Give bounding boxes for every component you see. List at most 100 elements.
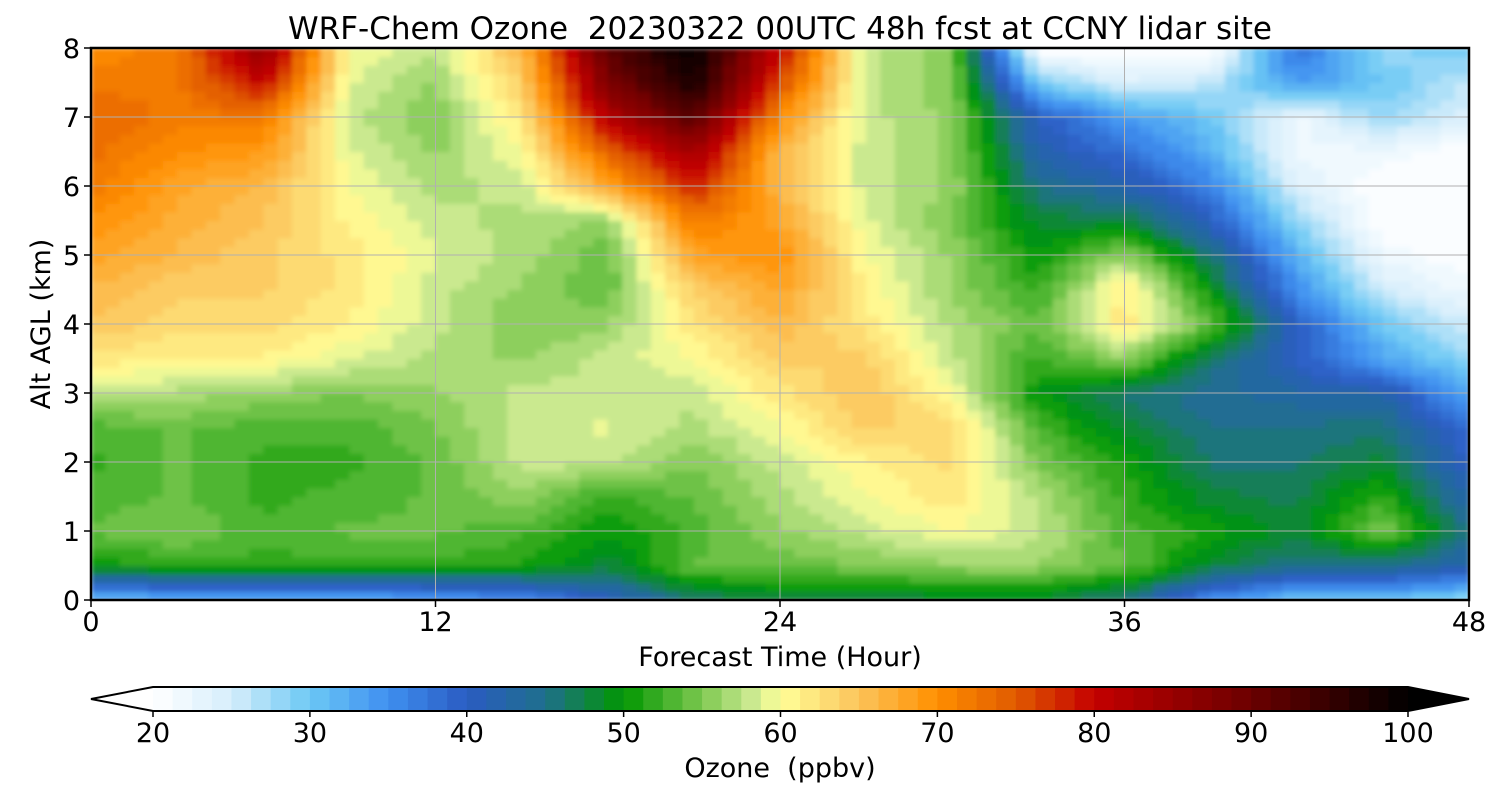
ozone-cell — [564, 220, 580, 230]
ozone-cell — [1354, 470, 1370, 480]
ozone-cell — [263, 280, 279, 291]
ozone-cell — [449, 263, 465, 273]
ozone-cell — [1224, 470, 1240, 480]
ozone-cell — [535, 410, 551, 420]
ozone-cell — [1038, 194, 1054, 204]
ozone-cell — [234, 401, 250, 411]
ozone-cell — [148, 556, 164, 567]
ozone-cell — [909, 151, 925, 161]
ozone-cell — [1167, 341, 1183, 351]
ozone-cell — [937, 556, 953, 567]
ozone-cell — [722, 255, 738, 265]
ozone-cell — [923, 574, 939, 584]
ozone-cell — [1253, 315, 1269, 325]
ozone-cell — [306, 315, 322, 325]
ozone-cell — [1181, 306, 1197, 316]
ozone-cell — [1024, 591, 1039, 600]
ozone-cell — [1210, 418, 1226, 429]
ozone-cell — [880, 522, 896, 532]
ozone-cell — [507, 255, 523, 265]
ozone-cell — [622, 306, 638, 316]
ozone-cell — [1095, 496, 1111, 506]
ozone-cell — [693, 505, 709, 515]
ozone-cell — [1181, 496, 1197, 506]
ozone-cell — [751, 341, 767, 351]
ozone-cell — [119, 151, 135, 161]
ozone-cell — [449, 358, 465, 368]
ozone-cell — [1425, 418, 1441, 429]
ozone-cell — [1210, 582, 1226, 592]
ozone-cell — [205, 306, 221, 316]
ozone-cell — [162, 479, 178, 489]
ozone-cell — [636, 444, 652, 454]
ozone-cell — [478, 263, 494, 273]
ozone-cell — [435, 367, 451, 377]
ozone-cell — [521, 367, 537, 377]
ozone-cell — [736, 272, 752, 282]
ozone-cell — [851, 539, 867, 549]
ozone-cell — [1124, 574, 1140, 584]
ozone-cell — [1153, 470, 1169, 480]
ozone-cell — [1038, 479, 1054, 489]
ozone-cell — [1425, 289, 1441, 299]
ozone-cell — [1153, 246, 1169, 256]
ozone-cell — [378, 324, 394, 334]
ozone-cell — [607, 341, 623, 351]
ozone-cell — [478, 462, 494, 472]
ozone-cell — [392, 565, 408, 575]
ozone-cell — [421, 487, 437, 498]
ozone-cell — [248, 160, 264, 170]
ozone-cell — [464, 177, 480, 187]
ozone-cell — [607, 436, 623, 446]
ozone-cell — [622, 177, 638, 187]
ozone-cell — [980, 203, 996, 213]
ozone-cell — [1081, 410, 1097, 420]
ozone-cell — [1397, 272, 1413, 282]
ozone-cell — [894, 237, 910, 247]
ozone-cell — [607, 513, 623, 523]
ozone-cell — [1282, 341, 1298, 351]
ozone-cell — [851, 556, 867, 567]
ozone-cell — [995, 358, 1011, 368]
ozone-cell — [722, 349, 738, 360]
ozone-cell — [1038, 496, 1054, 506]
ozone-cell — [320, 418, 336, 429]
ozone-cell — [650, 280, 666, 291]
ozone-cell — [248, 375, 264, 385]
ozone-cell — [866, 349, 882, 360]
ozone-cell — [579, 194, 594, 204]
ozone-cell — [880, 160, 896, 170]
ozone-cell — [1368, 436, 1384, 446]
ozone-cell — [736, 487, 752, 498]
ozone-cell — [291, 556, 307, 567]
ozone-cell — [1124, 556, 1140, 567]
ozone-cell — [650, 151, 666, 161]
ozone-cell — [593, 341, 609, 351]
ozone-cell — [363, 315, 379, 325]
ozone-cell — [349, 565, 365, 575]
ozone-cell — [91, 151, 106, 161]
ozone-cell — [1224, 358, 1240, 368]
ozone-cell — [866, 505, 882, 515]
ozone-cell — [780, 177, 795, 187]
ozone-cell — [564, 418, 580, 429]
ozone-cell — [808, 591, 824, 600]
ozone-cell — [507, 539, 523, 549]
ozone-cell — [1181, 237, 1197, 247]
ozone-cell — [291, 487, 307, 498]
ozone-cell — [952, 513, 968, 523]
ozone-cell — [593, 160, 609, 170]
ozone-cell — [449, 565, 465, 575]
ozone-cell — [894, 315, 910, 325]
ozone-cell — [622, 324, 638, 334]
ozone-cell — [205, 548, 221, 558]
ozone-cell — [1110, 418, 1126, 429]
ozone-cell — [205, 324, 221, 334]
ozone-cell — [392, 194, 408, 204]
ozone-cell — [1224, 513, 1240, 523]
ozone-cell — [909, 324, 925, 334]
ozone-cell — [234, 324, 250, 334]
ozone-cell — [880, 332, 896, 342]
ozone-cell — [1253, 306, 1269, 316]
ozone-cell — [937, 531, 953, 541]
